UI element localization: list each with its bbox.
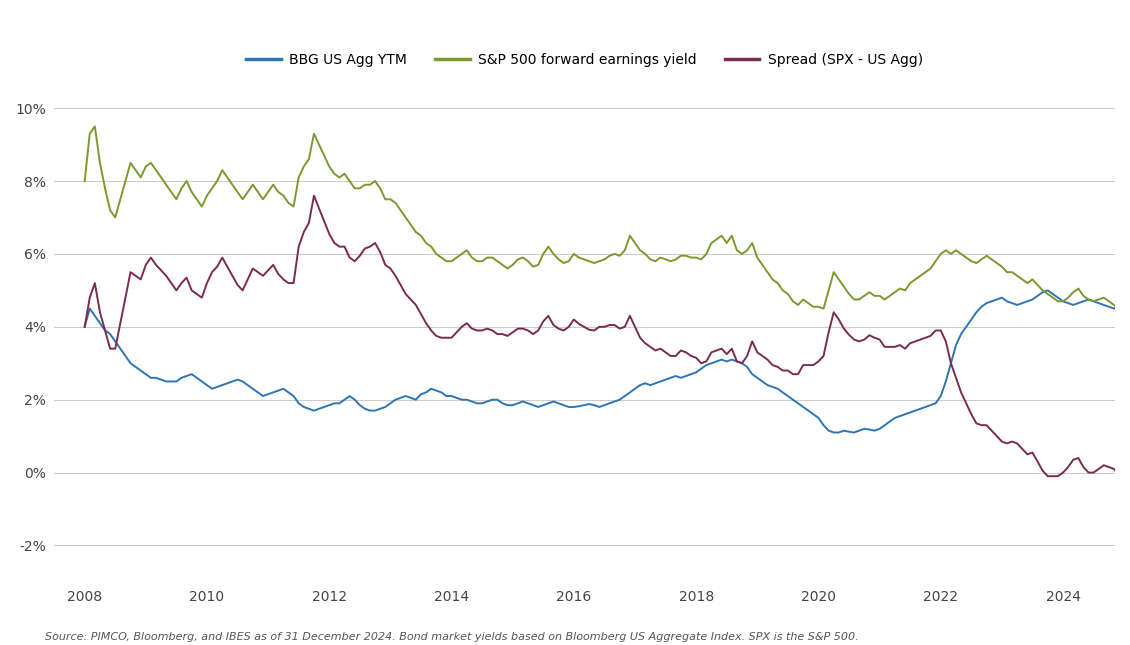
Legend: BBG US Agg YTM, S&P 500 forward earnings yield, Spread (SPX - US Agg): BBG US Agg YTM, S&P 500 forward earnings… (241, 48, 928, 73)
Text: Source: PIMCO, Bloomberg, and IBES as of 31 December 2024. Bond market yields ba: Source: PIMCO, Bloomberg, and IBES as of… (45, 631, 859, 642)
